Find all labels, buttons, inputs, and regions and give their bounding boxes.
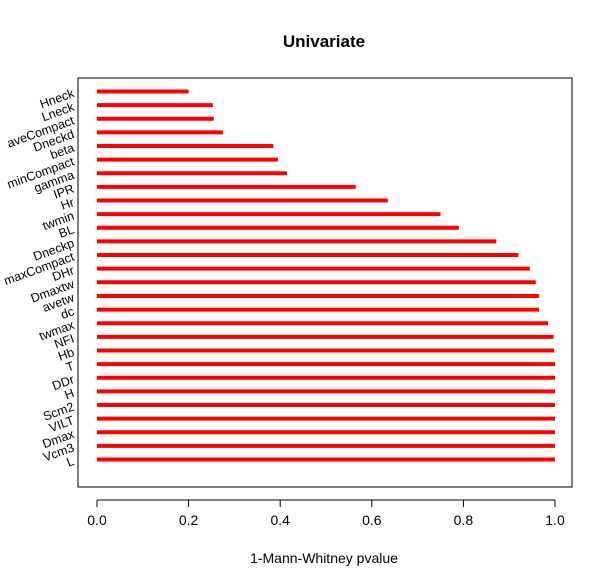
category-label-H: H (63, 386, 76, 402)
bars (97, 89, 555, 462)
chart-title: Univariate (283, 32, 365, 51)
plot-frame (77, 77, 573, 488)
x-tick-label-1.0: 1.0 (545, 512, 565, 528)
category-label-dc: dc (59, 304, 76, 322)
category-label-Hb: Hb (56, 345, 76, 364)
x-axis-label: 1-Mann-Whitney pvalue (250, 550, 398, 566)
category-labels: LVcm3DmaxVILTScm2HDDrTHbNFItwmaxdcavetwD… (2, 86, 77, 470)
x-tick-label-0.2: 0.2 (179, 512, 199, 528)
x-axis: 0.0 0.2 0.4 0.6 0.8 1.0 (87, 499, 565, 528)
category-label-BL: BL (57, 222, 76, 240)
category-label-NFI: NFI (52, 331, 76, 351)
category-label-IPR: IPR (52, 182, 76, 202)
x-tick-label-0.6: 0.6 (362, 512, 382, 528)
x-tick-label-0.8: 0.8 (454, 512, 474, 528)
x-tick-label-0.0: 0.0 (87, 512, 107, 528)
x-tick-label-0.4: 0.4 (270, 512, 290, 528)
category-label-L: L (65, 454, 76, 470)
category-label-Hr: Hr (59, 195, 76, 213)
